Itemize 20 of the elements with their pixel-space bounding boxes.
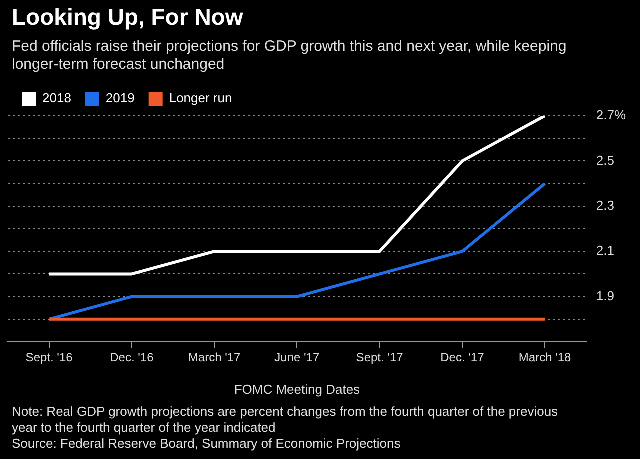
legend-label: Longer run: [169, 90, 232, 106]
x-tick-label: Dec. '17: [440, 350, 485, 365]
y-tick-label: 2.7%: [596, 108, 626, 123]
source-note: Source: Federal Reserve Board, Summary of Economic Projections: [12, 436, 402, 452]
x-tick-label: Sept. '17: [356, 350, 404, 365]
x-tick-label: Sept. '16: [26, 350, 74, 365]
x-tick-label: June '17: [274, 350, 320, 365]
chart-title: Looking Up, For Now: [12, 4, 244, 31]
y-tick-label: 2.5: [596, 152, 614, 168]
text: Note: Real GDP growth projections are percent changes from the fourth quarter of the previous year to the fourth quarter of the year indicated: [12, 404, 560, 436]
legend-label: 2019: [106, 90, 135, 106]
x-tick-label: March '17: [188, 350, 242, 365]
x-tick-label: Dec. '16: [110, 350, 154, 365]
chart-subtitle: Fed officials raise their projections for GDP growth this and next year, while keeping longer-term forecast unchanged: [12, 38, 568, 74]
y-tick-label: 2.1: [596, 243, 614, 258]
y-tick-label: 2.3: [596, 198, 614, 213]
x-axis-title: FOMC Meeting Dates: [234, 382, 361, 397]
y-tick-label: 1.9: [596, 288, 614, 304]
legend-label: 2018: [42, 90, 72, 106]
x-tick-label: March '18: [518, 350, 572, 365]
